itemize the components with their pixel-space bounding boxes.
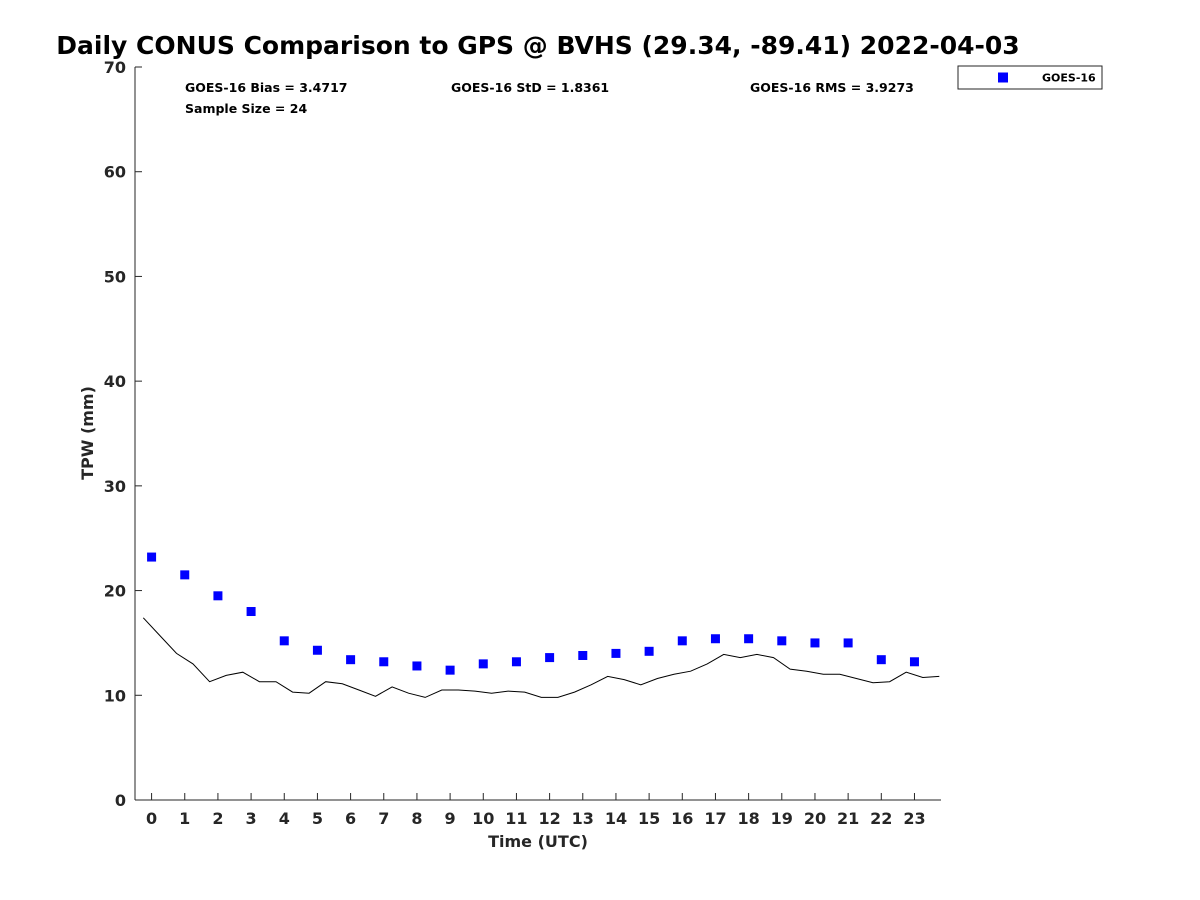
goes16-point — [611, 648, 621, 658]
stat-bias: GOES-16 Bias = 3.4717 — [185, 80, 347, 95]
axes — [134, 67, 941, 801]
x-tick-label: 13 — [572, 809, 594, 828]
goes16-point — [710, 634, 720, 644]
goes16-scatter-series — [147, 552, 919, 675]
goes16-point — [346, 655, 356, 665]
goes16-point — [810, 638, 820, 648]
goes16-point — [876, 655, 886, 665]
y-axis-label: TPW (mm) — [78, 386, 97, 480]
y-tick-label: 50 — [104, 267, 126, 286]
y-tick-label: 40 — [104, 372, 126, 391]
legend-label-goes16: GOES-16 — [1042, 72, 1096, 85]
goes16-point — [412, 661, 422, 671]
x-tick-label: 14 — [605, 809, 627, 828]
goes16-point — [578, 650, 588, 660]
y-tick-label: 20 — [104, 582, 126, 601]
goes16-point — [213, 591, 223, 601]
goes16-point — [777, 636, 787, 646]
x-tick-label: 21 — [837, 809, 859, 828]
x-tick-label: 0 — [146, 809, 157, 828]
goes16-point — [478, 659, 488, 669]
x-tick-label: 18 — [737, 809, 759, 828]
legend: GOES-16 — [957, 65, 1103, 90]
goes16-point — [379, 657, 389, 667]
x-tick-label: 19 — [771, 809, 793, 828]
x-tick-label: 5 — [312, 809, 323, 828]
goes16-point — [246, 607, 256, 617]
stats-annotations: GOES-16 Bias = 3.4717 GOES-16 StD = 1.83… — [185, 80, 914, 116]
y-ticks: 0 10 20 30 40 50 60 70 — [104, 58, 142, 810]
x-tick-label: 6 — [345, 809, 356, 828]
legend-marker-square-icon — [998, 72, 1008, 83]
x-tick-label: 2 — [212, 809, 223, 828]
x-tick-label: 12 — [538, 809, 560, 828]
goes16-point — [312, 645, 322, 655]
y-tick-label: 70 — [104, 58, 126, 77]
stat-std: GOES-16 StD = 1.8361 — [451, 80, 609, 95]
goes16-point — [644, 646, 654, 656]
x-tick-label: 16 — [671, 809, 693, 828]
x-tick-label: 1 — [179, 809, 190, 828]
x-ticks: 0 1 2 3 4 5 6 7 8 9 10 11 12 13 14 15 16 17 18 19 20 21 22 23 — [146, 793, 926, 828]
x-tick-label: 17 — [704, 809, 726, 828]
x-tick-label: 22 — [870, 809, 892, 828]
x-tick-label: 10 — [472, 809, 494, 828]
y-tick-label: 60 — [104, 163, 126, 182]
y-tick-label: 30 — [104, 477, 126, 496]
goes16-point — [511, 657, 521, 667]
stat-rms: GOES-16 RMS = 3.9273 — [750, 80, 914, 95]
stat-sample-size: Sample Size = 24 — [185, 101, 307, 116]
x-tick-label: 4 — [279, 809, 290, 828]
x-tick-label: 9 — [445, 809, 456, 828]
x-axis-label: Time (UTC) — [488, 832, 588, 851]
legend-box — [957, 65, 1103, 90]
goes16-point — [677, 636, 687, 646]
goes16-point — [445, 665, 455, 675]
x-tick-label: 15 — [638, 809, 660, 828]
goes16-point — [909, 657, 919, 667]
x-tick-label: 20 — [804, 809, 826, 828]
goes16-point — [744, 634, 754, 644]
goes16-point — [180, 570, 190, 580]
x-tick-label: 8 — [411, 809, 422, 828]
gps-line-series — [142, 617, 940, 698]
gps-tpw-line — [142, 617, 940, 698]
x-tick-label: 7 — [378, 809, 389, 828]
x-tick-label: 23 — [903, 809, 925, 828]
goes16-point — [279, 636, 289, 646]
chart-title: Daily CONUS Comparison to GPS @ BVHS (29… — [56, 31, 1019, 60]
goes16-point — [843, 638, 853, 648]
y-tick-label: 0 — [115, 791, 126, 810]
y-tick-label: 10 — [104, 686, 126, 705]
goes16-point — [545, 653, 555, 663]
goes16-point — [147, 552, 157, 562]
x-tick-label: 3 — [246, 809, 257, 828]
x-tick-label: 11 — [505, 809, 527, 828]
